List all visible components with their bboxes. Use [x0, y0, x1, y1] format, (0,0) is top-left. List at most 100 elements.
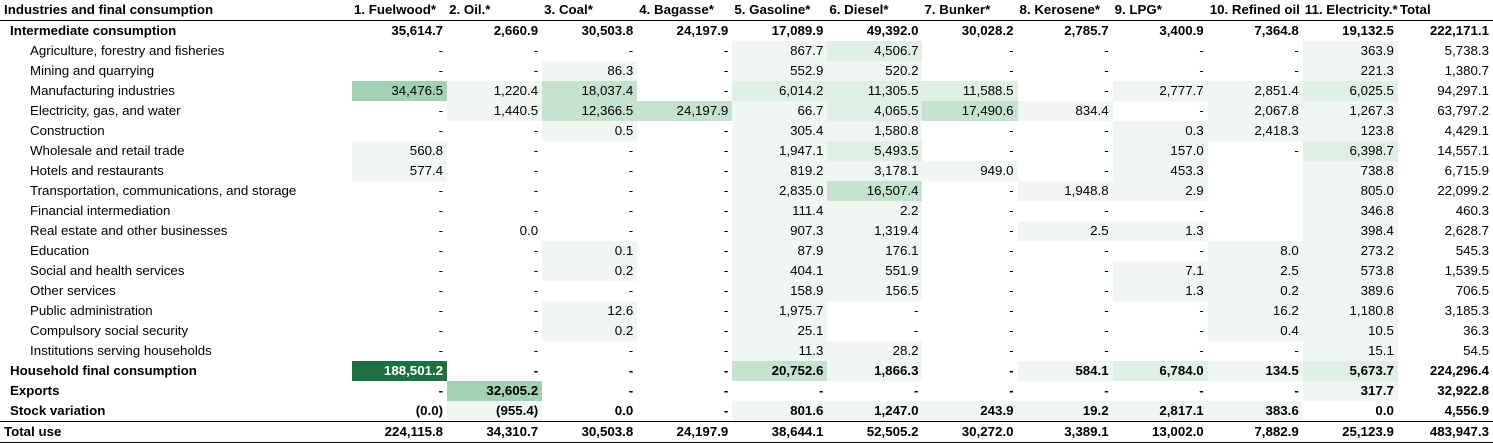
table-cell: (955.4): [447, 401, 543, 422]
table-cell: 907.3: [732, 221, 828, 241]
table-cell: 0.3: [1112, 121, 1208, 141]
table-cell: 32,922.8: [1437, 383, 1489, 398]
table-cell: -: [628, 203, 634, 218]
table-cell: 32,605.2: [447, 381, 543, 401]
table-cell: -: [914, 303, 919, 318]
table-cell: -: [1199, 243, 1204, 258]
table-cell: -: [438, 303, 444, 318]
table-cell: 111.4: [732, 201, 828, 221]
table-cell: -: [533, 243, 539, 258]
table-cell: -: [914, 323, 919, 338]
table-cell: -: [1199, 203, 1204, 218]
table-cell: -: [1009, 283, 1014, 298]
table-cell: 54.5: [1463, 343, 1489, 358]
table-row: Public administration - -12.6-1,975.7- - - -1…: [0, 301, 1493, 321]
table-cell: -: [628, 183, 634, 198]
table-cell: (0.0): [415, 403, 444, 418]
table-cell: -: [723, 43, 729, 58]
category-row: Household final consumption 188,501.2- - -2…: [0, 361, 1493, 381]
column-header: 5. Gasoline*: [734, 2, 811, 17]
table-cell: 577.4: [352, 161, 448, 181]
table-cell: -: [533, 203, 539, 218]
table-cell: 11,305.5: [827, 81, 923, 101]
table-row: Transportation, communications, and stor…: [0, 181, 1493, 201]
table-cell: 11,588.5: [922, 81, 1018, 101]
table-cell: 8.0: [1207, 241, 1303, 261]
table-cell: 1,440.5: [447, 101, 543, 121]
table-cell: 38,644.1: [771, 424, 824, 439]
table-cell: 0.0: [614, 403, 634, 418]
table-cell: 123.8: [1302, 121, 1398, 141]
table-cell: 5,738.3: [1444, 43, 1489, 58]
column-header: 10. Refined oil: [1209, 2, 1300, 17]
table-cell: 404.1: [732, 261, 828, 281]
table-cell: 34,310.7: [486, 424, 539, 439]
table-cell: -: [1104, 143, 1109, 158]
table-cell: 17,089.9: [771, 23, 824, 38]
table-cell: 0.0: [1375, 403, 1394, 418]
table-cell: -: [1104, 343, 1109, 358]
table-cell: 30,272.0: [961, 424, 1014, 439]
table-cell: 13,002.0: [1151, 424, 1204, 439]
table-cell: 15.1: [1302, 341, 1398, 361]
table-cell: 10.5: [1302, 321, 1398, 341]
row-label: Intermediate consumption: [10, 23, 177, 38]
table-cell: 2.9: [1112, 181, 1208, 201]
category-row: Exports -32,605.2- - - - - - - -317.7 32,922.8: [0, 381, 1493, 401]
column-header: Total: [1399, 2, 1431, 17]
table-cell: 801.6: [732, 401, 828, 422]
row-label: Agriculture, forestry and fisheries: [30, 43, 225, 58]
table-cell: [1208, 201, 1303, 221]
table-header: Industries and final consumption 1. Fuelw…: [0, 0, 1493, 21]
table-cell: -: [1104, 283, 1109, 298]
table-cell: -: [1104, 243, 1109, 258]
table-cell: -: [723, 263, 729, 278]
table-cell: 6,014.2: [732, 81, 828, 101]
table-cell: 0.4: [1207, 321, 1303, 341]
table-cell: 560.8: [352, 141, 448, 161]
table-cell: 4,506.7: [827, 41, 923, 61]
table-cell: -: [533, 363, 539, 378]
table-cell: 222,171.1: [1429, 23, 1489, 38]
table-cell: 460.3: [1455, 203, 1489, 218]
table-cell: 1,267.3: [1302, 101, 1398, 121]
table-cell: 224,115.8: [384, 424, 444, 439]
table-cell: 2.2: [827, 201, 923, 221]
table-cell: 805.0: [1302, 181, 1398, 201]
row-label: Financial intermediation: [30, 203, 171, 218]
table-cell: -: [533, 143, 539, 158]
table-cell: 545.3: [1455, 243, 1489, 258]
table-cell: -: [533, 183, 539, 198]
table-cell: -: [1199, 343, 1204, 358]
table-cell: 3,185.3: [1444, 303, 1489, 318]
table-cell: -: [723, 303, 729, 318]
table-row: Electricity, gas, and water -1,440.5 12,36…: [0, 101, 1493, 121]
table-cell: -: [1009, 43, 1014, 58]
table-cell: 551.9: [827, 261, 923, 281]
table-cell: 156.5: [827, 281, 923, 301]
table-cell: -: [628, 223, 634, 238]
table-cell: 24,197.9: [676, 23, 729, 38]
table-cell: 30,503.8: [581, 23, 634, 38]
table-cell: -: [1199, 383, 1204, 398]
row-label: Household final consumption: [10, 363, 197, 378]
table-cell: 18,037.4: [542, 81, 638, 101]
table-cell: 2.5: [1207, 261, 1303, 281]
column-header: 8. Kerosene*: [1019, 2, 1101, 17]
table-cell: -: [723, 123, 729, 138]
table-cell: -: [1009, 343, 1014, 358]
table-row: Compulsory social security - -0.2-25.1- - - -…: [0, 321, 1493, 341]
table-cell: 552.9: [732, 61, 828, 81]
table-cell: 94,297.1: [1437, 83, 1489, 98]
table-cell: -: [1009, 323, 1014, 338]
table-cell: 221.3: [1302, 61, 1398, 81]
table-row: Financial intermediation - - - -111.4 2.2- - -3…: [0, 201, 1493, 221]
table-cell: 30,503.8: [581, 424, 634, 439]
table-cell: 346.8: [1302, 201, 1398, 221]
column-header: 2. Oil.*: [449, 2, 491, 17]
row-label: Construction: [30, 123, 105, 138]
table-cell: -: [723, 403, 729, 418]
table-cell: 134.5: [1207, 361, 1303, 381]
table-cell: 383.6: [1207, 401, 1303, 422]
table-cell: 0.2: [542, 261, 638, 281]
